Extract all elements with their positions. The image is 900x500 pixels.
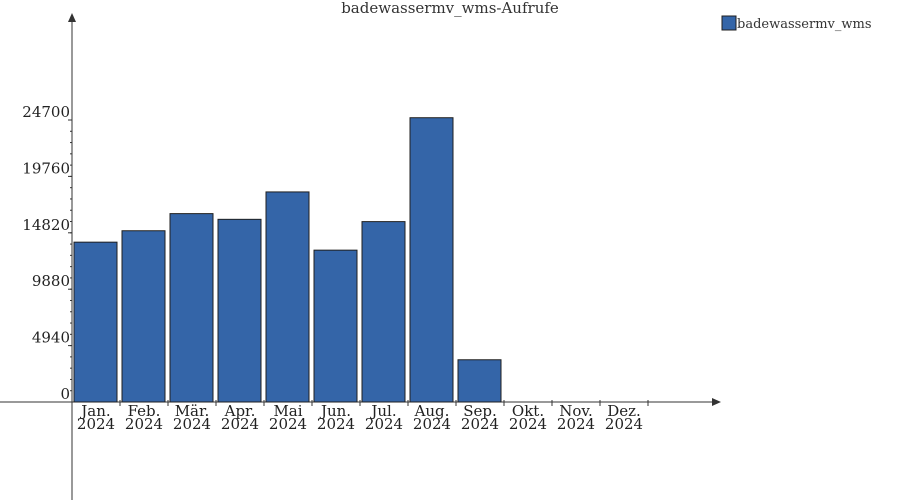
- legend-label: badewassermv_wms: [737, 17, 872, 32]
- legend-swatch: [721, 15, 737, 31]
- x-tick-year: 2024: [557, 415, 595, 433]
- x-axis-ticks: Jan.2024Feb.2024Mär.2024Apr.2024Mai2024J…: [77, 400, 649, 433]
- bar-feb: [121, 230, 166, 403]
- x-tick-month: Nov.: [559, 402, 593, 420]
- x-tick-month: Jul.: [369, 402, 396, 420]
- x-tick-year: 2024: [125, 415, 163, 433]
- bar-jun: [313, 249, 358, 403]
- y-tick-label: 4940: [32, 329, 70, 347]
- legend: badewassermv_wms: [721, 15, 872, 32]
- bar-apr: [217, 218, 262, 403]
- x-tick-month: Jan.: [79, 402, 110, 420]
- x-tick-month: Sep.: [463, 402, 497, 420]
- x-tick-year: 2024: [365, 415, 403, 433]
- x-tick-year: 2024: [269, 415, 307, 433]
- y-tick-label: 9880: [32, 272, 70, 290]
- x-tick-year: 2024: [461, 415, 499, 433]
- x-tick-year: 2024: [605, 415, 643, 433]
- y-tick-label: 19760: [22, 159, 70, 177]
- x-tick-year: 2024: [413, 415, 451, 433]
- bars: [73, 117, 502, 403]
- x-tick-year: 2024: [317, 415, 355, 433]
- x-tick-month: Feb.: [128, 402, 161, 420]
- bar-sep: [457, 359, 502, 403]
- bar-aug: [409, 117, 454, 403]
- x-tick-year: 2024: [509, 415, 547, 433]
- x-axis-arrow: [712, 398, 721, 406]
- x-tick-year: 2024: [173, 415, 211, 433]
- x-tick-year: 2024: [77, 415, 115, 433]
- y-tick-label: 14820: [22, 216, 70, 234]
- bar-mai: [265, 191, 310, 403]
- x-tick-month: Aug.: [414, 402, 450, 420]
- x-tick-month: Mär.: [175, 402, 210, 420]
- y-axis-ticks: 0 4940 9880 14820 19760 24700: [22, 103, 72, 403]
- y-tick-label: 24700: [22, 103, 70, 121]
- y-tick-label: 0: [60, 385, 70, 403]
- x-tick-month: Dez.: [607, 402, 641, 420]
- x-tick-month: Okt.: [512, 402, 544, 420]
- chart-title: badewassermv_wms-Aufrufe: [341, 0, 559, 17]
- bar-mär: [169, 213, 214, 403]
- bar-jan: [73, 241, 118, 403]
- y-axis-arrow: [68, 13, 76, 22]
- x-tick-month: Mai: [273, 402, 302, 420]
- x-tick-year: 2024: [221, 415, 259, 433]
- x-tick-month: Apr.: [224, 402, 256, 420]
- x-tick-month: Jun.: [319, 402, 351, 420]
- bar-jul: [361, 221, 406, 403]
